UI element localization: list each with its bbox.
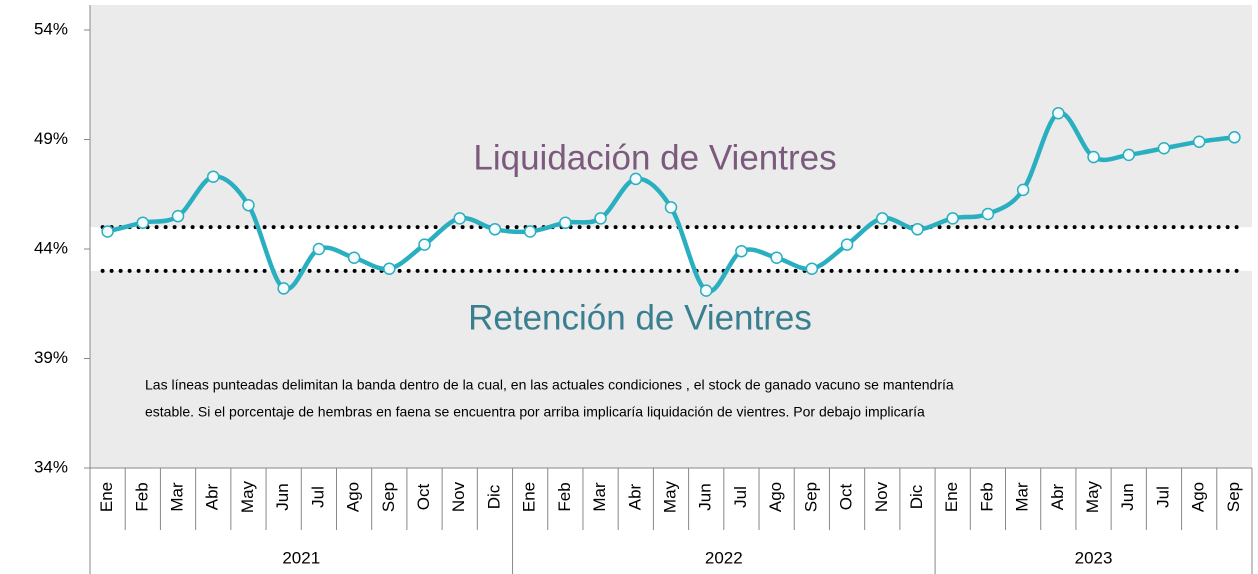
x-tick-label: Ago xyxy=(766,482,785,512)
point xyxy=(735,244,748,258)
x-tick-label: Nov xyxy=(449,481,468,512)
x-tick-label: Oct xyxy=(837,484,856,511)
x-tick-label: Ene xyxy=(942,482,961,512)
group-label: 2021 xyxy=(282,548,320,567)
x-tick-label: Mar xyxy=(168,482,187,512)
x-tick-label: May xyxy=(238,480,257,513)
point xyxy=(805,262,819,275)
x-tick-label: Mar xyxy=(1013,482,1032,512)
x-tick-label: Feb xyxy=(132,482,151,511)
x-tick-label: Jun xyxy=(273,483,292,510)
x-tick-label: Ago xyxy=(344,482,363,512)
point xyxy=(101,225,114,238)
x-tick-label: Ene xyxy=(97,482,116,512)
x-tick-label: Mar xyxy=(590,482,609,512)
point xyxy=(664,201,678,214)
point xyxy=(1157,142,1171,155)
note: Las líneas punteadas delimitan la banda … xyxy=(145,377,954,393)
point xyxy=(770,251,783,265)
y-tick-label: 39% xyxy=(34,348,68,367)
x-tick-label: Oct xyxy=(414,484,433,511)
y-tick-label: 44% xyxy=(34,238,68,257)
x-tick-label: Ago xyxy=(1189,482,1208,512)
x-tick-label: May xyxy=(1083,480,1102,513)
x-tick-label: Dic xyxy=(484,484,503,509)
x-tick-label: Jul xyxy=(1153,486,1172,508)
point xyxy=(699,284,713,297)
x-tick-label: Jun xyxy=(696,483,715,510)
point xyxy=(1016,183,1030,197)
point xyxy=(312,242,326,256)
x-tick-label: Feb xyxy=(977,482,996,511)
point xyxy=(1228,131,1241,144)
point xyxy=(171,209,185,223)
x-tick-label: Jul xyxy=(731,486,750,508)
group-label: 2022 xyxy=(705,548,743,567)
point xyxy=(1052,106,1065,120)
point xyxy=(594,212,607,225)
annotation: Retención de Vientres xyxy=(468,298,812,337)
group-label: 2023 xyxy=(1075,548,1113,567)
annotation: Liquidación de Vientres xyxy=(473,138,836,177)
x-tick-label: Abr xyxy=(1048,483,1067,510)
point xyxy=(242,198,255,212)
stable-band xyxy=(90,227,1252,271)
point xyxy=(453,212,466,225)
point xyxy=(383,262,396,275)
x-tick-label: Dic xyxy=(907,484,926,509)
x-tick-label: May xyxy=(660,480,679,513)
y-tick-label: 34% xyxy=(34,457,68,476)
point xyxy=(1087,150,1100,164)
x-tick-label: Sep xyxy=(1224,482,1243,512)
point xyxy=(418,238,431,251)
x-tick-label: Ene xyxy=(520,482,539,512)
point xyxy=(206,170,220,183)
point xyxy=(629,172,643,186)
x-tick-label: Feb xyxy=(555,482,574,511)
point xyxy=(277,282,290,295)
x-tick-label: Jul xyxy=(308,486,327,508)
point xyxy=(488,223,502,236)
point xyxy=(1192,135,1206,148)
x-tick-label: Nov xyxy=(872,481,891,512)
point xyxy=(559,216,572,229)
point xyxy=(911,223,924,236)
point xyxy=(136,216,150,229)
point xyxy=(946,212,959,225)
point xyxy=(981,207,995,221)
y-tick-label: 54% xyxy=(34,19,68,38)
point xyxy=(840,238,854,251)
x-tick-label: Sep xyxy=(801,482,820,512)
point xyxy=(347,251,361,265)
note: estable. Si el porcentaje de hembras en … xyxy=(145,404,925,420)
x-tick-label: Abr xyxy=(625,483,644,510)
point xyxy=(1122,148,1136,162)
y-tick-label: 49% xyxy=(34,129,68,148)
point xyxy=(523,225,537,238)
x-tick-label: Abr xyxy=(203,483,222,510)
x-tick-label: Sep xyxy=(379,482,398,512)
x-tick-label: Jun xyxy=(1118,483,1137,510)
point xyxy=(876,212,889,225)
